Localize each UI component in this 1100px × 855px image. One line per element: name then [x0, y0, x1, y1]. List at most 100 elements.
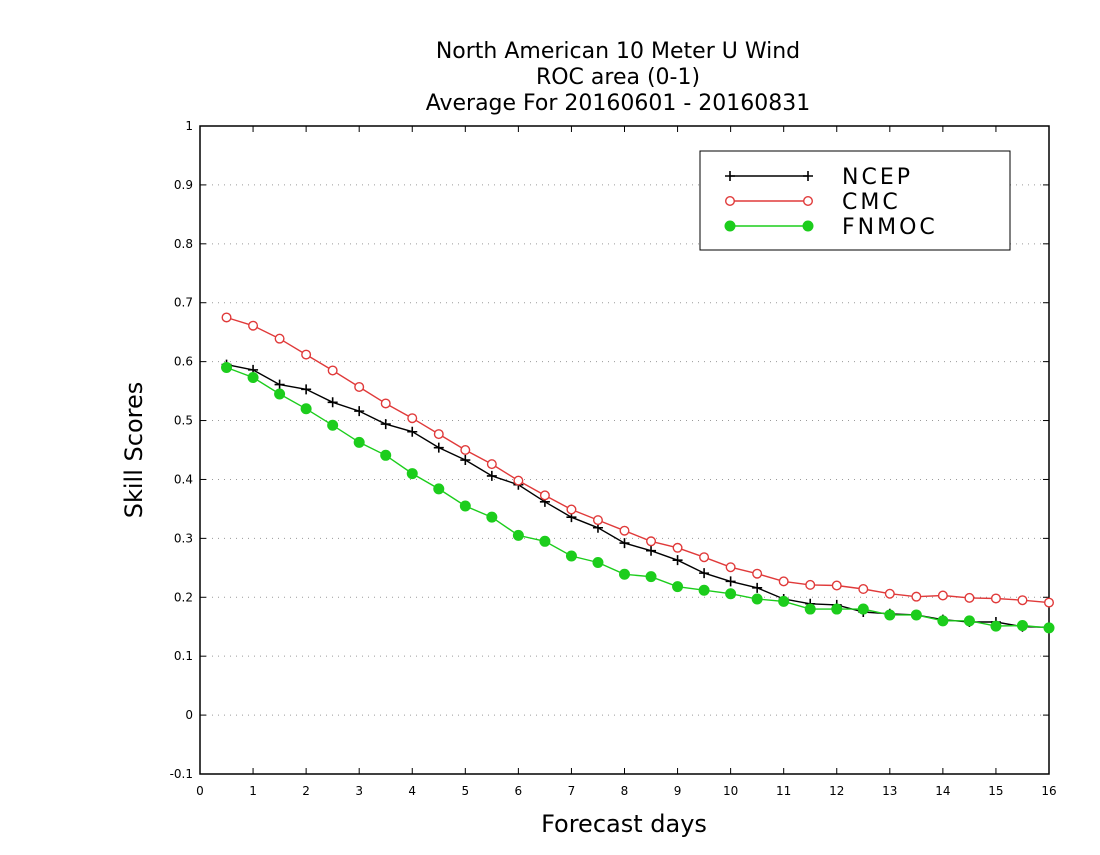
series-line — [226, 363, 1050, 628]
data-point — [353, 436, 365, 448]
x-tick-label: 9 — [674, 784, 682, 798]
x-tick-label: 7 — [568, 784, 576, 798]
data-point — [858, 584, 869, 595]
x-tick-label: 4 — [408, 784, 416, 798]
data-point — [354, 381, 365, 392]
data-point — [327, 419, 339, 431]
data-point — [433, 483, 445, 495]
y-tick-label: 0.1 — [174, 649, 193, 663]
data-point — [646, 545, 657, 556]
y-tick-label: 0.2 — [174, 590, 193, 604]
data-point — [802, 220, 814, 232]
x-tick-label: 16 — [1041, 784, 1056, 798]
data-point — [407, 413, 418, 424]
data-point — [221, 312, 232, 323]
data-point — [406, 468, 418, 480]
data-point — [803, 195, 814, 206]
series-fnmoc — [221, 362, 1055, 634]
y-tick-label: 1 — [185, 119, 193, 133]
data-point — [857, 603, 869, 615]
data-point — [592, 557, 604, 569]
data-point — [565, 550, 577, 562]
legend-label: CMC — [842, 190, 901, 215]
data-point — [990, 620, 1002, 632]
data-point — [672, 581, 684, 593]
data-point — [274, 388, 286, 400]
data-point — [354, 406, 365, 417]
y-axis-label: Skill Scores — [120, 382, 148, 519]
x-tick-label: 6 — [515, 784, 523, 798]
y-tick-label: 0.4 — [174, 472, 193, 486]
series-ncep — [221, 359, 1054, 633]
data-point — [831, 580, 842, 591]
data-point — [803, 171, 813, 181]
data-series — [221, 312, 1055, 634]
data-point — [433, 442, 444, 453]
chart-title-line-3: Average For 20160601 - 20160831 — [426, 91, 811, 116]
data-point — [274, 333, 285, 344]
data-point — [1016, 620, 1028, 632]
data-point — [963, 615, 975, 627]
data-point — [1043, 597, 1054, 608]
data-point — [805, 579, 816, 590]
x-tick-label: 2 — [302, 784, 310, 798]
data-point — [778, 576, 789, 587]
data-point — [672, 555, 683, 566]
series-line — [226, 366, 1050, 629]
data-point — [725, 171, 735, 181]
data-point — [699, 568, 710, 579]
data-point — [751, 593, 763, 605]
legend-entry-ncep: NCEP — [725, 165, 910, 190]
data-point — [831, 603, 843, 615]
data-point — [301, 384, 312, 395]
chart-title-line-2: ROC area (0-1) — [536, 65, 700, 90]
data-point — [513, 475, 524, 486]
data-point — [486, 459, 497, 470]
data-point — [937, 590, 948, 601]
data-point — [460, 445, 471, 456]
data-point — [512, 529, 524, 541]
y-tick-label: 0.8 — [174, 237, 193, 251]
data-point — [778, 595, 790, 607]
x-tick-label: 1 — [249, 784, 257, 798]
y-tick-label: 0 — [185, 708, 193, 722]
data-point — [327, 397, 338, 408]
data-point — [274, 379, 285, 390]
data-point — [486, 470, 497, 481]
data-point — [752, 582, 763, 593]
data-point — [380, 398, 391, 409]
data-point — [645, 571, 657, 583]
data-point — [248, 320, 259, 331]
x-axis-ticks: 0 1 2 3 4 5 6 7 8 9 10 11 12 13 14 15 16 — [196, 126, 1057, 798]
x-axis-label: Forecast days — [541, 810, 707, 838]
data-point — [539, 535, 551, 547]
chart-title: North American 10 Meter U Wind ROC area … — [426, 39, 811, 116]
data-point — [619, 538, 630, 549]
data-point — [459, 500, 471, 512]
x-tick-label: 3 — [355, 784, 363, 798]
x-tick-label: 13 — [882, 784, 897, 798]
y-tick-label: 0.6 — [174, 355, 193, 369]
x-tick-label: 10 — [723, 784, 738, 798]
series-cmc — [221, 312, 1054, 608]
data-point — [460, 455, 471, 466]
y-tick-label: -0.1 — [170, 767, 193, 781]
data-point — [646, 536, 657, 547]
data-point — [1017, 595, 1028, 606]
data-point — [380, 449, 392, 461]
data-point — [698, 584, 710, 596]
y-tick-label: 0.3 — [174, 531, 193, 545]
data-point — [380, 419, 391, 430]
data-point — [910, 609, 922, 621]
y-tick-label: 0.5 — [174, 414, 193, 428]
x-tick-label: 5 — [461, 784, 469, 798]
data-point — [725, 195, 736, 206]
y-gridlines — [200, 184, 1049, 716]
data-point — [301, 349, 312, 360]
data-point — [221, 362, 233, 374]
x-tick-label: 14 — [935, 784, 950, 798]
x-tick-label: 12 — [829, 784, 844, 798]
series-line — [226, 316, 1050, 604]
x-tick-label: 8 — [621, 784, 629, 798]
